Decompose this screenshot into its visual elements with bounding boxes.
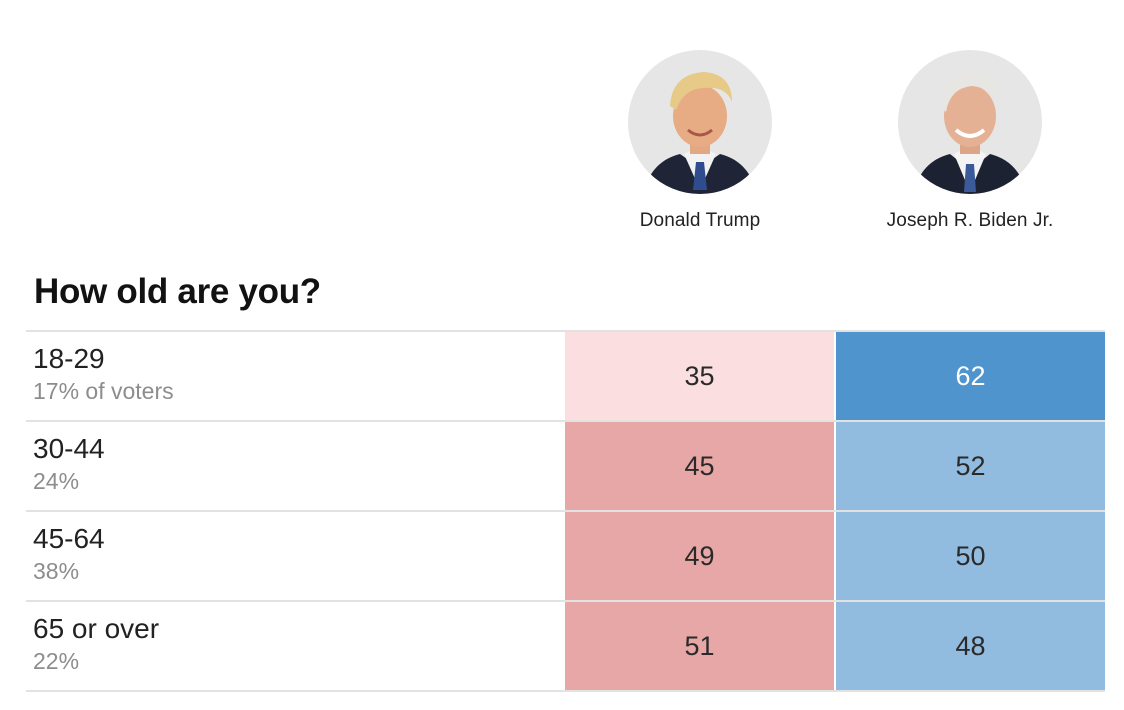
age-group-label: 65 or over [33,613,160,644]
biden-portrait-avatar [898,50,1042,194]
table-row: 65 or over 22% 51 48 [26,602,1105,692]
trump-percentage-cell: 35 [565,332,834,420]
trump-percentage-cell: 51 [565,602,834,690]
row-label-cell: 30-44 24% [26,422,565,510]
question-heading: How old are you? [34,272,321,311]
table-row: 45-64 38% 49 50 [26,512,1105,602]
candidate-name-trump: Donald Trump [639,210,761,231]
age-group-label: 18-29 [33,343,105,374]
trump-portrait-avatar [628,50,772,194]
biden-percentage-cell: 50 [836,512,1105,600]
biden-portrait-icon [913,72,1027,194]
biden-percentage-cell: 48 [836,602,1105,690]
candidate-trump: Donald Trump [565,50,835,232]
voter-share-label: 38% [33,558,80,584]
trump-percentage-cell: 45 [565,422,834,510]
table-row: 18-29 17% of voters 35 62 [26,332,1105,422]
candidate-biden: Joseph R. Biden Jr. [835,50,1105,232]
voter-share-label: 22% [33,648,80,674]
voter-share-label: 24% [33,468,80,494]
candidate-name-biden: Joseph R. Biden Jr. [886,210,1054,231]
results-table: 18-29 17% of voters 35 62 30-44 24% 45 5… [26,330,1105,692]
table-row: 30-44 24% 45 52 [26,422,1105,512]
voter-share-label: 17% of voters [33,378,174,404]
row-label-cell: 65 or over 22% [26,602,565,690]
biden-percentage-cell: 62 [836,332,1105,420]
trump-portrait-icon [643,72,757,194]
age-group-label: 30-44 [33,433,105,464]
row-label-cell: 18-29 17% of voters [26,332,565,420]
trump-percentage-cell: 49 [565,512,834,600]
age-group-label: 45-64 [33,523,105,554]
biden-percentage-cell: 52 [836,422,1105,510]
row-label-cell: 45-64 38% [26,512,565,600]
